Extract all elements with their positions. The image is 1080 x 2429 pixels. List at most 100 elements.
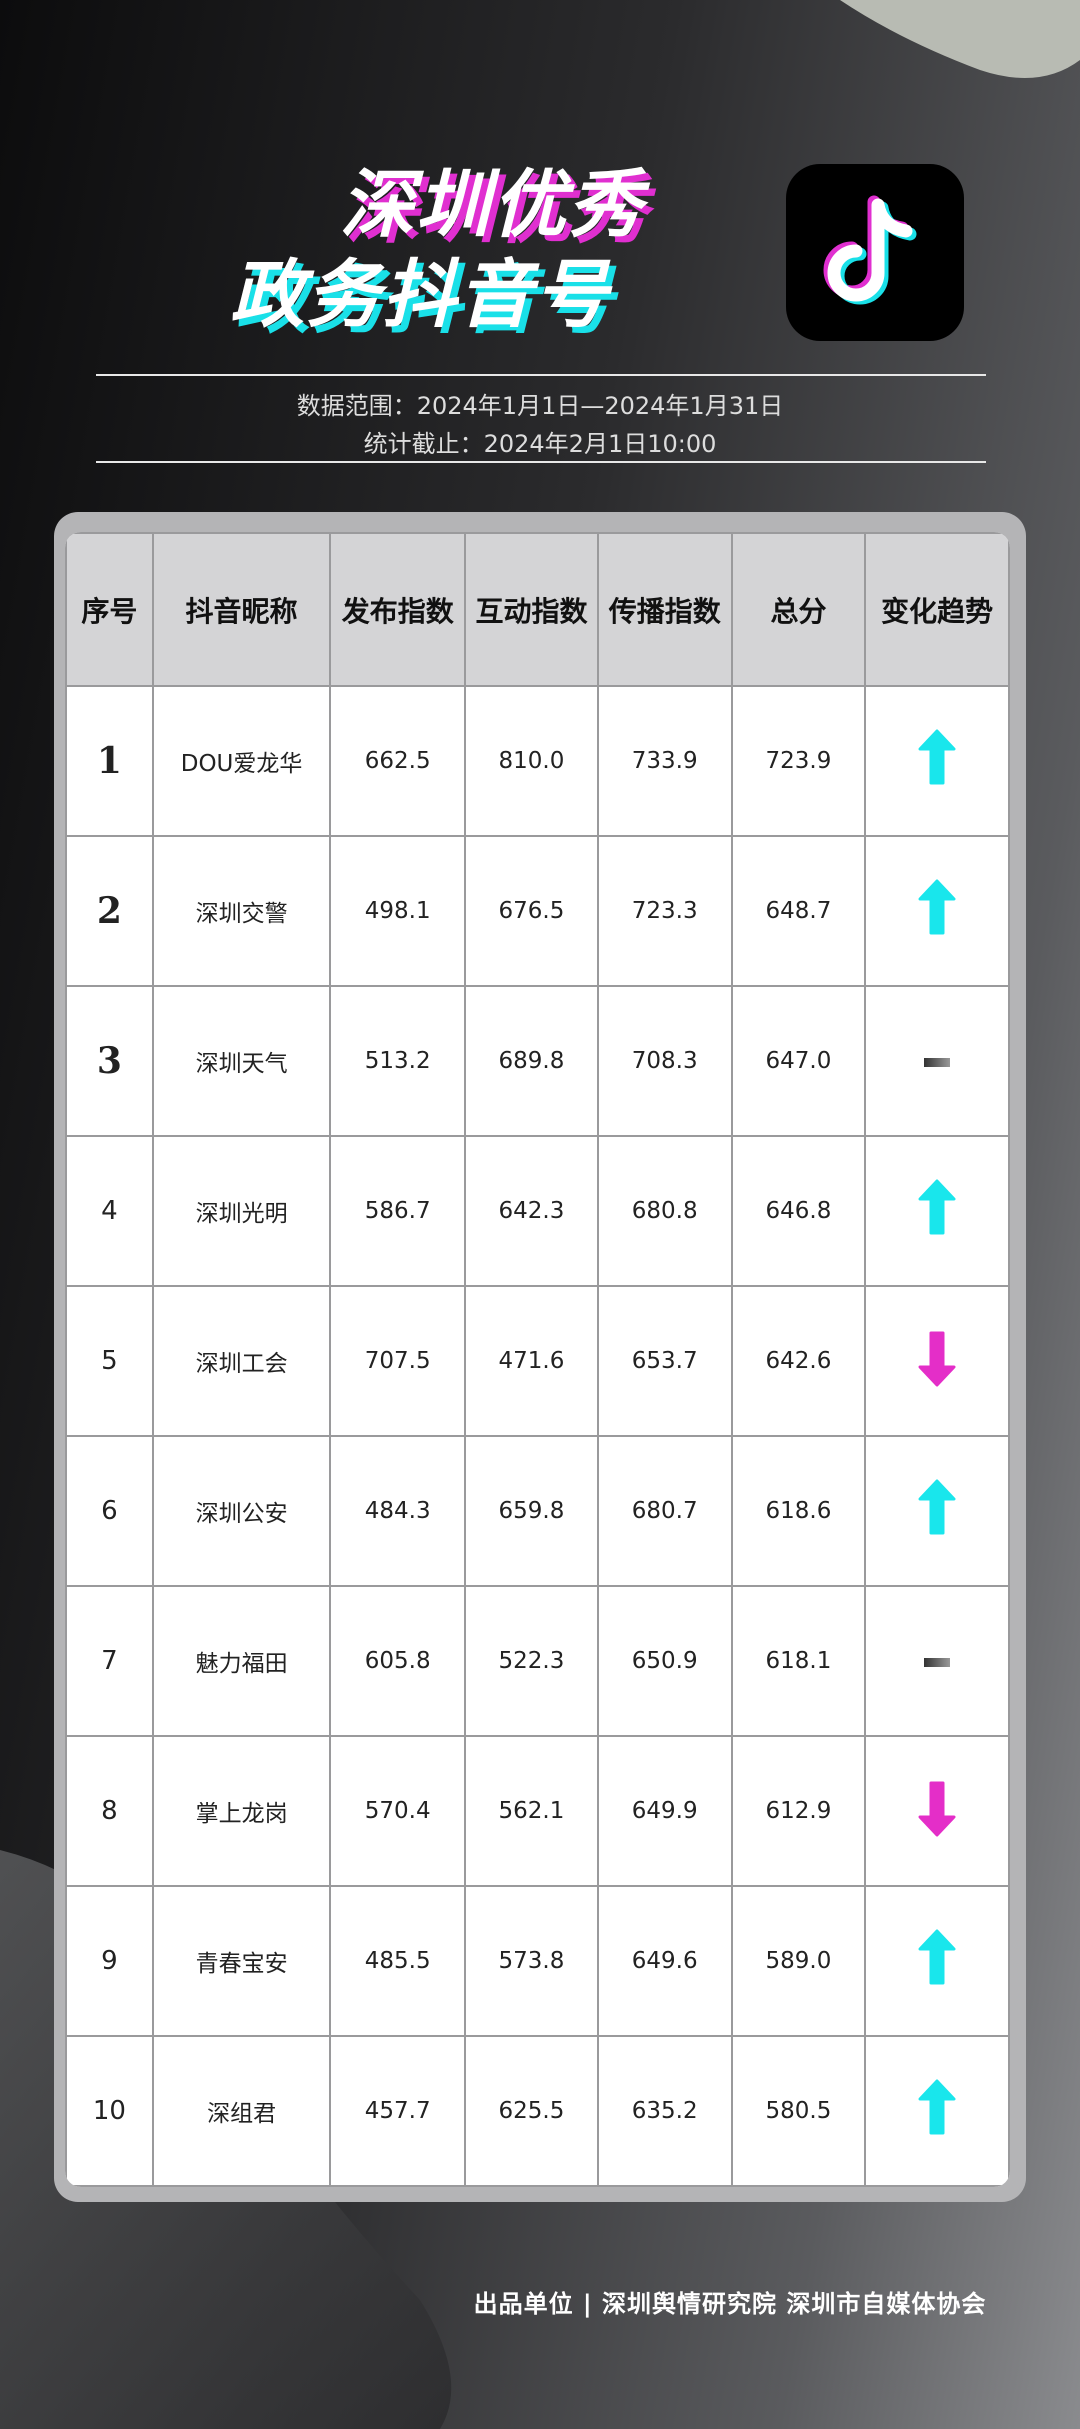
cell-spread: 650.9 [596, 1585, 733, 1737]
ranking-table: 序号 抖音昵称 发布指数 互动指数 传播指数 总分 变化趋势 1 DOU爱龙华 662.5 810… [65, 532, 1010, 2187]
trend-flat-icon [924, 1648, 951, 1674]
cell-name: 深圳公安 [151, 1435, 332, 1587]
cell-publish: 485.5 [329, 1885, 467, 2037]
trend-up-icon [917, 1179, 957, 1244]
cell-name: DOU爱龙华 [151, 685, 332, 837]
cell-trend [864, 2035, 1010, 2187]
cell-name: 青春宝安 [151, 1885, 332, 2037]
cell-interact: 522.3 [464, 1585, 599, 1737]
cell-trend [864, 1585, 1010, 1737]
trend-down-icon [917, 1781, 957, 1844]
cell-name: 魅力福田 [151, 1585, 332, 1737]
cell-name: 深圳光明 [151, 1135, 332, 1287]
cell-publish: 586.7 [329, 1135, 467, 1287]
trend-up-icon [917, 879, 957, 944]
cell-interact: 659.8 [464, 1435, 599, 1587]
table-row: 2 深圳交警 498.1 676.5 723.3 648.7 [65, 835, 1010, 987]
trend-down-icon [917, 1331, 957, 1394]
cell-name: 深组君 [151, 2035, 332, 2187]
cell-total: 647.0 [730, 985, 867, 1137]
cell-spread: 649.9 [596, 1735, 733, 1887]
cell-interact: 573.8 [464, 1885, 599, 2037]
cell-name: 掌上龙岗 [151, 1735, 332, 1887]
cell-spread: 733.9 [596, 685, 733, 837]
ranking-panel: 序号 抖音昵称 发布指数 互动指数 传播指数 总分 变化趋势 1 DOU爱龙华 662.5 810… [54, 512, 1026, 2202]
trend-up-icon [917, 729, 957, 794]
cell-spread: 708.3 [596, 985, 733, 1137]
column-header: 抖音昵称 [151, 532, 332, 687]
table-row: 6 深圳公安 484.3 659.8 680.7 618.6 [65, 1435, 1010, 1587]
cell-name: 深圳工会 [151, 1285, 332, 1437]
cell-trend [864, 835, 1010, 987]
douyin-logo-icon [786, 164, 964, 341]
cell-total: 589.0 [730, 1885, 867, 2037]
cell-total: 648.7 [730, 835, 867, 987]
cell-trend [864, 685, 1010, 837]
cell-rank: 10 [65, 2035, 154, 2187]
column-header: 序号 [65, 532, 154, 687]
column-header: 总分 [730, 532, 867, 687]
cell-total: 580.5 [730, 2035, 867, 2187]
table-row: 4 深圳光明 586.7 642.3 680.8 646.8 [65, 1135, 1010, 1287]
table-row: 8 掌上龙岗 570.4 562.1 649.9 612.9 [65, 1735, 1010, 1887]
cell-rank: 7 [65, 1585, 154, 1737]
cell-total: 618.6 [730, 1435, 867, 1587]
column-header: 互动指数 [464, 532, 599, 687]
cell-trend [864, 985, 1010, 1137]
cell-interact: 642.3 [464, 1135, 599, 1287]
cell-interact: 689.8 [464, 985, 599, 1137]
title-line-1: 深圳优秀 [340, 162, 644, 248]
cell-publish: 707.5 [329, 1285, 467, 1437]
cell-rank: 9 [65, 1885, 154, 2037]
divider [96, 374, 986, 376]
cell-rank: 3 [65, 985, 154, 1137]
cell-total: 646.8 [730, 1135, 867, 1287]
title-line-2: 政务抖音号 [230, 252, 610, 338]
cell-interact: 676.5 [464, 835, 599, 987]
cell-spread: 653.7 [596, 1285, 733, 1437]
trend-up-icon [917, 2079, 957, 2144]
cell-total: 723.9 [730, 685, 867, 837]
cell-rank: 8 [65, 1735, 154, 1887]
trend-up-icon [917, 1929, 957, 1994]
cell-interact: 471.6 [464, 1285, 599, 1437]
cell-total: 612.9 [730, 1735, 867, 1887]
cell-rank: 6 [65, 1435, 154, 1587]
cell-trend [864, 1135, 1010, 1287]
cell-trend [864, 1435, 1010, 1587]
cell-publish: 662.5 [329, 685, 467, 837]
table-row: 10 深组君 457.7 625.5 635.2 580.5 [65, 2035, 1010, 2187]
cell-publish: 457.7 [329, 2035, 467, 2187]
cell-interact: 625.5 [464, 2035, 599, 2187]
table-row: 1 DOU爱龙华 662.5 810.0 733.9 723.9 [65, 685, 1010, 837]
cell-rank: 1 [65, 685, 154, 837]
table-row: 9 青春宝安 485.5 573.8 649.6 589.0 [65, 1885, 1010, 2037]
cell-publish: 484.3 [329, 1435, 467, 1587]
data-range: 数据范围：2024年1月1日—2024年1月31日 [296, 392, 784, 420]
cell-trend [864, 1285, 1010, 1437]
table-row: 7 魅力福田 605.8 522.3 650.9 618.1 [65, 1585, 1010, 1737]
cell-rank: 2 [65, 835, 154, 987]
cell-spread: 680.8 [596, 1135, 733, 1287]
cell-spread: 635.2 [596, 2035, 733, 2187]
cell-spread: 723.3 [596, 835, 733, 987]
column-header: 变化趋势 [864, 532, 1010, 687]
cell-publish: 605.8 [329, 1585, 467, 1737]
cell-publish: 513.2 [329, 985, 467, 1137]
cell-interact: 810.0 [464, 685, 599, 837]
trend-up-icon [917, 1479, 957, 1544]
cell-name: 深圳天气 [151, 985, 332, 1137]
divider [96, 461, 986, 463]
table-row: 3 深圳天气 513.2 689.8 708.3 647.0 [65, 985, 1010, 1137]
cell-interact: 562.1 [464, 1735, 599, 1887]
cutoff-time: 统计截止：2024年2月1日10:00 [363, 430, 717, 458]
footer-credits: 出品单位 | 深圳舆情研究院 深圳市自媒体协会 [473, 2290, 987, 2318]
cell-trend [864, 1735, 1010, 1887]
column-header: 传播指数 [596, 532, 733, 687]
column-header: 发布指数 [329, 532, 467, 687]
cell-spread: 649.6 [596, 1885, 733, 2037]
decorative-shape [840, 0, 1080, 78]
cell-total: 618.1 [730, 1585, 867, 1737]
page-title: 深圳优秀 政务抖音号 [230, 160, 644, 340]
